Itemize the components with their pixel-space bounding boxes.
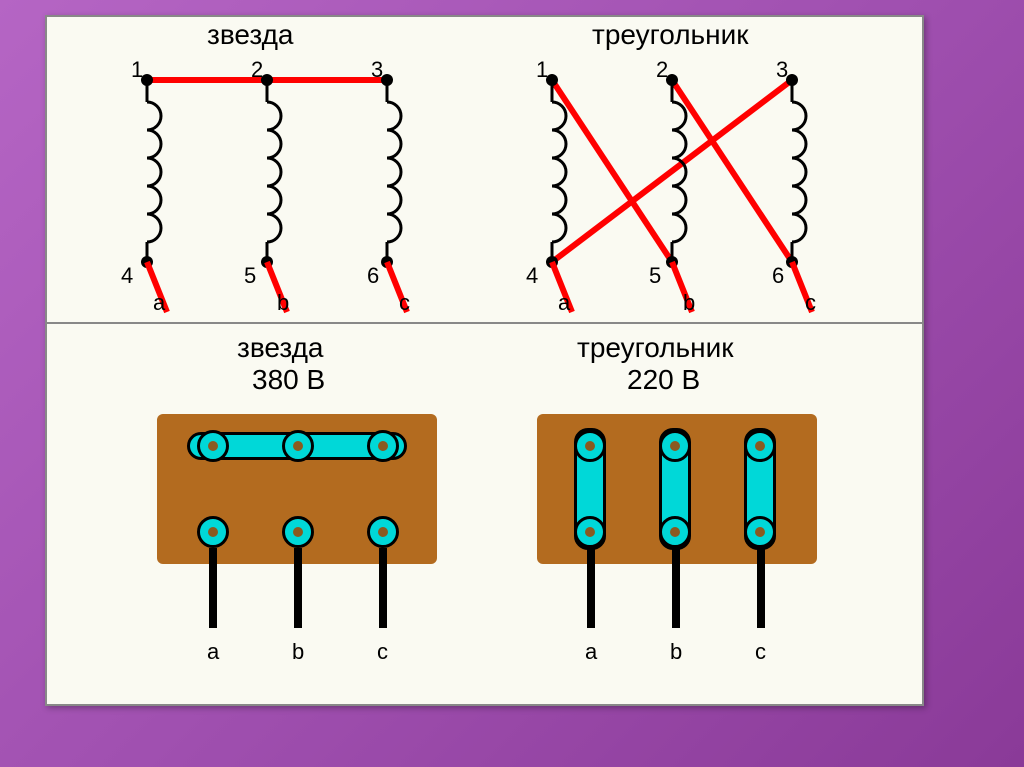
- star-top-hole-3: [367, 430, 399, 462]
- star-bottom-node-5: 5: [244, 263, 256, 289]
- star-bottom-node-6: 6: [367, 263, 379, 289]
- delta-terminal-block: [537, 414, 817, 564]
- star-terminal-phase-a: a: [207, 639, 219, 665]
- delta-top-hole-3: [744, 430, 776, 462]
- delta-terminal-phase-a: a: [585, 639, 597, 665]
- star-wire-a: [209, 548, 217, 628]
- delta-top-hole-1: [574, 430, 606, 462]
- delta-terminal-voltage: 220 В: [627, 364, 700, 396]
- star-phase-c: c: [399, 290, 410, 316]
- delta-bottom-hole-1: [574, 516, 606, 548]
- star-wire-b: [294, 548, 302, 628]
- delta-wire-b: [672, 548, 680, 628]
- star-terminal-voltage: 380 В: [252, 364, 325, 396]
- terminal-section: звезда 380 В треугольник 220 В a b c: [47, 324, 922, 704]
- star-bottom-hole-3: [367, 516, 399, 548]
- delta-terminal-title: треугольник: [577, 332, 734, 364]
- star-top-node-2: 2: [251, 57, 263, 83]
- delta-phase-a: a: [558, 290, 570, 316]
- delta-top-node-2: 2: [656, 57, 668, 83]
- delta-wire-a: [587, 548, 595, 628]
- star-top-node-1: 1: [131, 57, 143, 83]
- star-schematic: [117, 52, 437, 322]
- star-phase-a: a: [153, 290, 165, 316]
- star-top-node-3: 3: [371, 57, 383, 83]
- star-terminal-phase-c: c: [377, 639, 388, 665]
- delta-phase-c: c: [805, 290, 816, 316]
- delta-phase-b: b: [683, 290, 695, 316]
- star-terminal-title: звезда: [237, 332, 324, 364]
- delta-bottom-node-5: 5: [649, 263, 661, 289]
- delta-bottom-node-6: 6: [772, 263, 784, 289]
- delta-top-node-3: 3: [776, 57, 788, 83]
- star-schematic-title: звезда: [207, 19, 294, 51]
- delta-bottom-node-4: 4: [526, 263, 538, 289]
- schematic-section: звезда треугольник: [47, 17, 922, 324]
- delta-bottom-hole-2: [659, 516, 691, 548]
- delta-bottom-hole-3: [744, 516, 776, 548]
- star-wire-c: [379, 548, 387, 628]
- delta-terminal-phase-b: b: [670, 639, 682, 665]
- star-terminal-phase-b: b: [292, 639, 304, 665]
- star-bottom-hole-2: [282, 516, 314, 548]
- delta-top-node-1: 1: [536, 57, 548, 83]
- delta-schematic-title: треугольник: [592, 19, 749, 51]
- delta-schematic: [522, 52, 842, 322]
- star-phase-b: b: [277, 290, 289, 316]
- delta-wire-c: [757, 548, 765, 628]
- delta-terminal-phase-c: c: [755, 639, 766, 665]
- star-top-hole-2: [282, 430, 314, 462]
- star-top-hole-1: [197, 430, 229, 462]
- star-bottom-node-4: 4: [121, 263, 133, 289]
- delta-top-hole-2: [659, 430, 691, 462]
- star-bottom-hole-1: [197, 516, 229, 548]
- diagram-panel: звезда треугольник: [45, 15, 924, 706]
- star-terminal-block: [157, 414, 437, 564]
